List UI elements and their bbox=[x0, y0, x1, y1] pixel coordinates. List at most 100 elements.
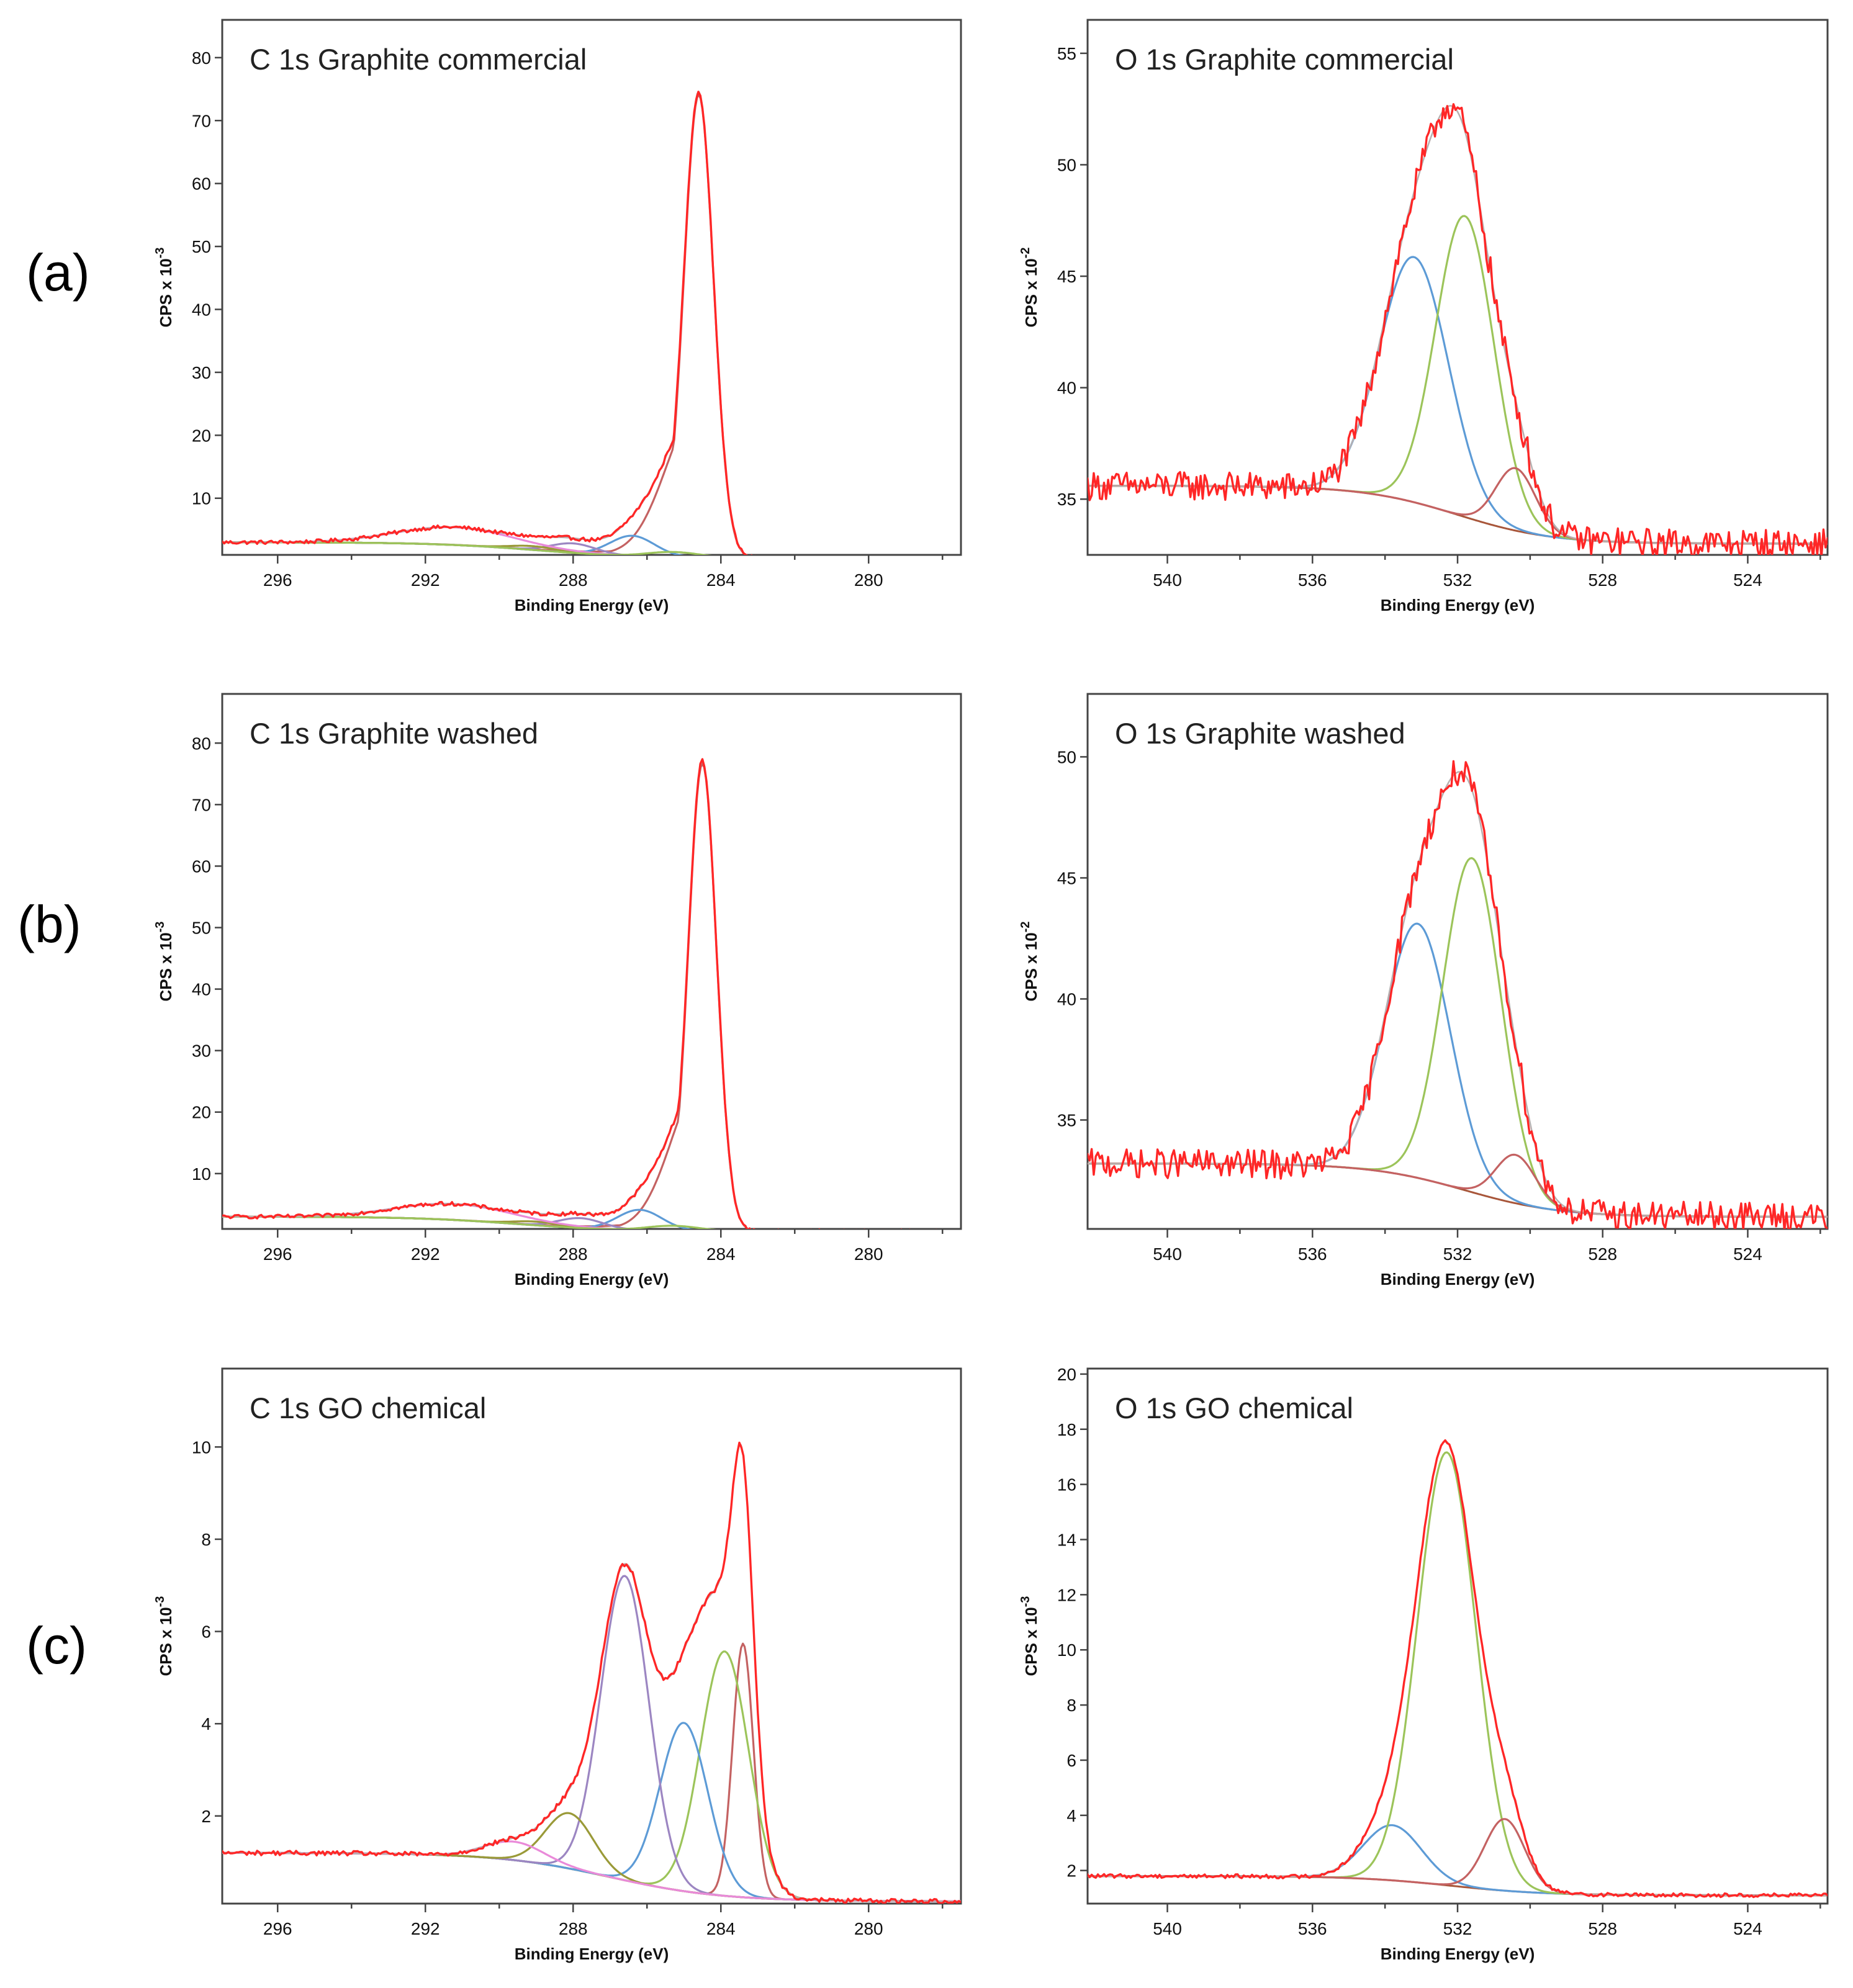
x-tick-label: 280 bbox=[854, 570, 883, 590]
curves bbox=[1088, 103, 1828, 555]
y-axis-exponent: -3 bbox=[153, 1596, 167, 1607]
y-axis-exponent: -2 bbox=[1019, 247, 1032, 258]
x-tick-label: 528 bbox=[1588, 1244, 1617, 1264]
y-tick-label: 45 bbox=[1057, 868, 1076, 888]
y-tick-label: 2 bbox=[201, 1807, 211, 1826]
panel-title: O 1s Graphite commercial bbox=[1115, 43, 1454, 76]
y-tick-label: 10 bbox=[192, 1164, 211, 1184]
x-tick-label: 284 bbox=[706, 570, 736, 590]
curves bbox=[222, 758, 961, 1229]
curves bbox=[222, 1441, 961, 1904]
measured-spectrum bbox=[1088, 103, 1828, 555]
component-sp3 bbox=[222, 1215, 717, 1229]
y-tick-label: 70 bbox=[192, 111, 211, 130]
y-tick-label: 35 bbox=[1057, 1110, 1076, 1130]
x-tick-label: 532 bbox=[1443, 1919, 1472, 1938]
y-tick-label: 80 bbox=[192, 48, 211, 68]
y-tick-label: 12 bbox=[1057, 1585, 1076, 1604]
x-axis-label: Binding Energy (eV) bbox=[1381, 596, 1535, 614]
x-tick-label: 292 bbox=[411, 570, 440, 590]
measured-spectrum bbox=[1088, 760, 1828, 1229]
x-tick-label: 288 bbox=[559, 570, 588, 590]
y-tick-label: 40 bbox=[192, 300, 211, 319]
y-tick-label: 6 bbox=[201, 1622, 211, 1642]
y-axis-label: CPS x 10-3 bbox=[153, 1596, 175, 1676]
component-c-o bbox=[1088, 922, 1828, 1218]
y-tick-label: 14 bbox=[1057, 1530, 1076, 1549]
measured-spectrum bbox=[222, 758, 961, 1229]
fit-envelope bbox=[1088, 771, 1828, 1218]
y-tick-label: 2 bbox=[1066, 1861, 1076, 1881]
plot-frame bbox=[221, 19, 962, 556]
fit-envelope bbox=[222, 1444, 961, 1902]
y-tick-label: 50 bbox=[1057, 155, 1076, 174]
x-tick-label: 288 bbox=[559, 1919, 588, 1938]
component-c-c-sp2 bbox=[222, 762, 751, 1229]
measured-spectrum bbox=[222, 91, 757, 555]
y-tick-label: 20 bbox=[192, 1103, 211, 1122]
y-axis-exponent: -3 bbox=[1019, 1596, 1032, 1607]
y-tick-label: 60 bbox=[192, 174, 211, 194]
y-axis-label: CPS x 10-3 bbox=[153, 921, 175, 1001]
panel-title: C 1s Graphite washed bbox=[250, 717, 538, 750]
component-c-o bbox=[1088, 1824, 1828, 1897]
panel-o1s-graphite-commercial: 540 536 532 528 524 35 40 45 50 55 Binding Energy … bbox=[1019, 19, 1829, 614]
y-axis-label: CPS x 10-3 bbox=[153, 247, 175, 327]
x-axis-label: Binding Energy (eV) bbox=[515, 1270, 669, 1289]
y-tick-label: 20 bbox=[192, 426, 211, 445]
panel-c1s-graphite-commercial: 296 292 288 284 280 10 20 30 40 50 60 70 80 Binding E… bbox=[153, 19, 962, 614]
y-tick-label: 80 bbox=[192, 734, 211, 753]
x-tick-label: 532 bbox=[1443, 570, 1472, 590]
curves bbox=[222, 91, 757, 555]
x-axis-label: Binding Energy (eV) bbox=[1381, 1270, 1535, 1289]
panel-title: C 1s GO chemical bbox=[250, 1392, 486, 1424]
x-tick-label: 536 bbox=[1298, 570, 1327, 590]
x-tick-label: 528 bbox=[1588, 570, 1617, 590]
panel-c1s-graphite-washed: 296 292 288 284 280 10 20 30 40 50 60 70 80 Binding E… bbox=[153, 693, 962, 1289]
fit-envelope bbox=[222, 91, 748, 555]
x-tick-label: 540 bbox=[1153, 1244, 1182, 1264]
x-tick-label: 288 bbox=[559, 1244, 588, 1264]
y-tick-label: 45 bbox=[1057, 267, 1076, 286]
x-tick-label: 524 bbox=[1733, 1244, 1762, 1264]
plot-frame bbox=[1086, 1367, 1829, 1905]
x-tick-label: 532 bbox=[1443, 1244, 1472, 1264]
curves bbox=[1088, 760, 1828, 1229]
y-tick-label: 10 bbox=[192, 489, 211, 508]
component-o-c-o bbox=[1088, 467, 1828, 545]
y-tick-label: 6 bbox=[1066, 1751, 1076, 1770]
row-label-b: (b) bbox=[17, 895, 81, 953]
y-axis-exponent: -2 bbox=[1019, 921, 1032, 932]
y-tick-label: 60 bbox=[192, 857, 211, 876]
y-tick-label: 40 bbox=[1057, 989, 1076, 1009]
component-c-c-sp2 bbox=[222, 94, 748, 555]
fit-envelope bbox=[222, 760, 751, 1229]
y-tick-label: 16 bbox=[1057, 1475, 1076, 1495]
fit-envelope bbox=[1088, 1441, 1828, 1896]
x-axis-label: Binding Energy (eV) bbox=[1381, 1945, 1535, 1963]
fit-envelope bbox=[1088, 105, 1828, 545]
y-tick-label: 20 bbox=[1057, 1365, 1076, 1384]
y-tick-label: 35 bbox=[1057, 490, 1076, 509]
x-tick-label: 536 bbox=[1298, 1919, 1327, 1938]
component-c-o bbox=[1088, 1451, 1828, 1897]
curves bbox=[1088, 1439, 1828, 1899]
x-tick-label: 524 bbox=[1733, 570, 1762, 590]
panel-c1s-go-chemical: 296 292 288 284 280 2 4 6 8 10 Binding Energy (eV)… bbox=[153, 1367, 962, 1963]
panel-o1s-graphite-washed: 540 536 532 528 524 35 40 45 50 Binding Energy (e… bbox=[1019, 693, 1829, 1289]
measured-spectrum bbox=[222, 1441, 961, 1904]
y-axis-exponent: -3 bbox=[153, 247, 167, 258]
y-tick-label: 4 bbox=[201, 1714, 211, 1734]
background-curve bbox=[1088, 1163, 1828, 1218]
component-c-c-sp3 bbox=[222, 1650, 961, 1902]
component-c-o bbox=[1088, 256, 1828, 545]
plot-frame bbox=[221, 693, 962, 1230]
y-tick-label: 40 bbox=[192, 980, 211, 999]
x-tick-label: 296 bbox=[263, 570, 292, 590]
y-axis-label: CPS x 10-2 bbox=[1019, 921, 1040, 1001]
y-tick-label: 30 bbox=[192, 363, 211, 382]
component-o-c-o bbox=[1088, 1818, 1828, 1897]
background-curve bbox=[222, 1851, 961, 1902]
measured-spectrum bbox=[1088, 1439, 1828, 1899]
